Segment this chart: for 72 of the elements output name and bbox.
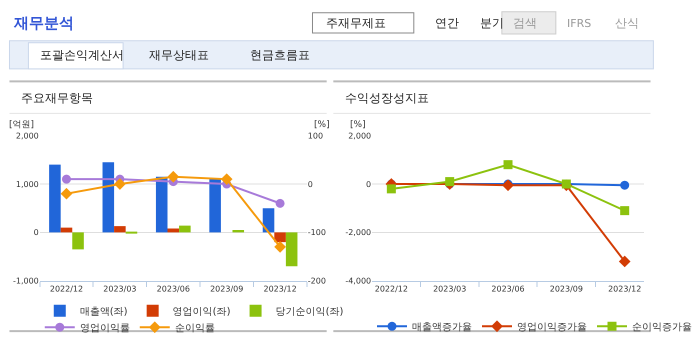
point xyxy=(114,178,126,190)
y-tick-label: 2,000 xyxy=(348,131,372,140)
bar xyxy=(179,226,191,232)
legend-label: 당기순이익(좌) xyxy=(276,306,344,318)
y2-tick-label: 100 xyxy=(308,131,324,140)
text: 재무상태표 xyxy=(149,48,209,62)
x-tick-label: 2023/06 xyxy=(491,284,525,294)
point xyxy=(274,241,286,253)
y-tick-label: -2,000 xyxy=(345,228,372,238)
y2-axis-title: [%] xyxy=(314,120,330,130)
bar xyxy=(232,230,244,232)
point xyxy=(502,179,514,192)
point xyxy=(60,188,72,200)
legend-label: 순이익률 xyxy=(174,323,215,334)
text: 연간 xyxy=(435,16,459,30)
bar xyxy=(156,176,168,232)
point xyxy=(618,256,631,268)
bar xyxy=(209,179,221,232)
y2-tick-label: -100 xyxy=(308,228,326,238)
text: 분기 xyxy=(480,16,504,30)
x-tick-label: 2022/12 xyxy=(50,284,84,294)
text: 현금흐름표 xyxy=(250,48,310,62)
legend-label: 순이익증가율 xyxy=(632,322,692,334)
x-tick-label: 2023/03 xyxy=(103,284,136,294)
chart-title: 수익성장성지표 xyxy=(345,91,429,105)
x-tick-label: 2023/09 xyxy=(550,284,583,294)
point xyxy=(504,160,513,170)
chart-title: 주요재무항목 xyxy=(21,91,93,105)
bar xyxy=(168,228,180,232)
y-axis-title: [%] xyxy=(350,120,366,130)
x-tick-label: 2023/09 xyxy=(210,284,244,294)
x-tick-label: 2023/12 xyxy=(608,284,642,294)
legend-label: 매출액(좌) xyxy=(80,306,128,318)
text: 포괄손익계산서 xyxy=(40,48,124,62)
legend-label: 영업이익증가율 xyxy=(517,322,587,334)
legend-label: 매출액증가율 xyxy=(412,322,472,334)
y-axis-title: [억원] xyxy=(9,120,34,130)
y2-tick-label: 0 xyxy=(308,180,313,189)
bar xyxy=(262,208,274,232)
y2-tick-label: -200 xyxy=(308,276,326,286)
y-tick-label: 0 xyxy=(34,228,39,238)
bar xyxy=(274,232,286,242)
y-tick-label: 0 xyxy=(366,180,372,189)
legend-label: 영업이익률 xyxy=(80,323,130,334)
bar xyxy=(102,162,114,232)
text: 검색 xyxy=(513,16,537,30)
text: 재무분석 xyxy=(13,14,74,32)
point xyxy=(62,174,71,184)
legend-label: 영업이익(좌) xyxy=(172,306,231,318)
bar xyxy=(72,232,84,250)
y-tick-label: -4,000 xyxy=(345,276,372,286)
point xyxy=(167,170,180,183)
point xyxy=(386,184,396,194)
point xyxy=(276,198,285,208)
y-tick-label: -1,000 xyxy=(12,276,39,286)
bar xyxy=(60,228,72,232)
x-tick-label: 2023/12 xyxy=(263,284,297,294)
bar xyxy=(49,164,61,232)
point xyxy=(620,180,630,190)
point xyxy=(220,173,233,186)
bar xyxy=(286,232,298,266)
x-tick-label: 2022/12 xyxy=(374,284,408,294)
x-tick-label: 2023/06 xyxy=(156,284,190,294)
y-tick-label: 1,000 xyxy=(16,180,39,189)
point xyxy=(620,206,630,216)
x-tick-label: 2023/03 xyxy=(433,284,466,294)
y-tick-label: 2,000 xyxy=(16,131,39,140)
bar xyxy=(114,226,126,232)
text: 주재무제표 xyxy=(326,16,386,30)
point xyxy=(445,177,454,186)
text: 산식 xyxy=(615,16,639,30)
text: IFRS xyxy=(567,17,592,30)
